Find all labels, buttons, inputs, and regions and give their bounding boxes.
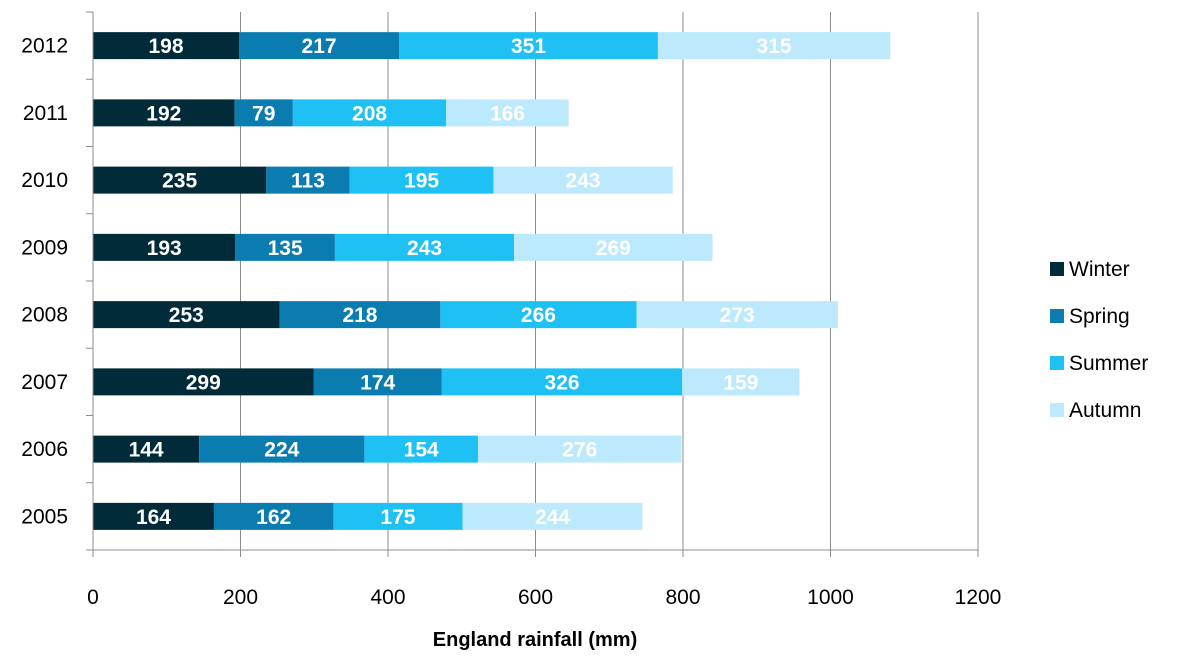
bar-segment [235, 233, 335, 261]
x-tick-label: 0 [87, 586, 99, 609]
bar-segment [93, 32, 240, 60]
data-label: 244 [535, 506, 570, 529]
data-label: 266 [521, 304, 556, 327]
bar-segment [477, 435, 682, 463]
bars: 198 217 351 315 192 79 208 166 235 113 195 243 193 13… [93, 32, 891, 530]
data-label: 315 [757, 35, 792, 58]
bar-segment [313, 368, 442, 396]
data-label: 175 [380, 506, 415, 529]
gridlines [240, 12, 979, 550]
data-label: 164 [136, 506, 171, 529]
data-label: 326 [545, 371, 580, 394]
legend-swatch [1050, 403, 1064, 417]
legend-swatch [1050, 309, 1064, 323]
legend-label: Autumn [1069, 399, 1141, 422]
data-label: 174 [360, 371, 395, 394]
data-label: 192 [146, 102, 181, 125]
bar-segment [462, 502, 643, 530]
bar-segment [266, 166, 350, 194]
x-axis-title: England rainfall (mm) [433, 629, 637, 651]
y-tick-label: 2008 [21, 304, 68, 327]
data-label: 208 [352, 102, 387, 125]
data-label: 243 [566, 170, 601, 193]
data-label: 113 [291, 170, 325, 193]
data-label: 299 [186, 371, 221, 394]
bar-segment [239, 32, 400, 60]
bar-segment [399, 32, 658, 60]
data-label: 79 [252, 102, 275, 125]
data-label: 154 [404, 439, 439, 462]
bar-segment [657, 32, 891, 60]
data-label: 195 [404, 170, 439, 193]
data-label: 198 [148, 35, 183, 58]
bar-segment [682, 368, 800, 396]
bar-segment [93, 435, 200, 463]
y-tick-label: 2007 [21, 371, 68, 394]
bar-segment [440, 301, 637, 329]
bar-segment [636, 301, 838, 329]
data-label: 162 [256, 506, 291, 529]
y-tick-label: 2009 [21, 236, 68, 259]
y-tick-label: 2005 [21, 505, 68, 528]
legend: Winter Spring Summer Autumn [1050, 258, 1148, 422]
y-tick-label: 2010 [21, 169, 68, 192]
bar-segment [441, 368, 683, 396]
legend-label: Spring [1069, 305, 1130, 328]
bar-segment [93, 166, 267, 194]
x-tick-label: 400 [370, 586, 405, 609]
data-label: 351 [511, 35, 546, 58]
data-label: 144 [129, 439, 164, 462]
tick-labels: 0 200 400 600 800 1000 1200 2012 2011 2010 2009 200… [21, 35, 1001, 609]
bar-segment [292, 99, 447, 127]
x-tick-label: 1000 [807, 586, 854, 609]
data-label: 135 [268, 237, 303, 260]
bar-segment [199, 435, 365, 463]
y-tick-label: 2011 [23, 102, 68, 125]
bar-segment [93, 233, 236, 261]
bar-segment [493, 166, 673, 194]
y-tick-label: 2006 [21, 438, 68, 461]
bar-segment [93, 301, 280, 329]
bar-segment [234, 99, 293, 127]
axes [86, 11, 979, 557]
bar-segment [334, 233, 515, 261]
y-tick-label: 2012 [21, 35, 68, 58]
data-label: 235 [162, 170, 197, 193]
bar-segment [93, 99, 235, 127]
x-tick-label: 200 [223, 586, 258, 609]
data-label: 253 [169, 304, 204, 327]
data-label: 218 [342, 304, 377, 327]
data-label: 217 [302, 35, 337, 58]
data-label: 224 [264, 439, 299, 462]
data-label: 166 [490, 102, 525, 125]
data-label: 276 [562, 439, 597, 462]
bar-segment [93, 368, 314, 396]
data-label: 193 [147, 237, 182, 260]
x-tick-label: 600 [518, 586, 553, 609]
bar-segment [213, 502, 334, 530]
bar-segment [93, 502, 214, 530]
x-tick-label: 1200 [955, 586, 1002, 609]
legend-label: Winter [1069, 258, 1130, 281]
legend-swatch [1050, 356, 1064, 370]
bar-segment [279, 301, 441, 329]
x-tick-label: 800 [665, 586, 700, 609]
bar-segment [446, 99, 569, 127]
data-label: 159 [723, 371, 758, 394]
bar-segment [333, 502, 463, 530]
legend-swatch [1050, 262, 1064, 276]
bar-segment [349, 166, 494, 194]
bar-segment [364, 435, 478, 463]
data-label: 269 [596, 237, 631, 260]
bar-segment [514, 233, 713, 261]
data-label: 273 [720, 304, 755, 327]
data-label: 243 [407, 237, 442, 260]
legend-label: Summer [1069, 352, 1148, 375]
